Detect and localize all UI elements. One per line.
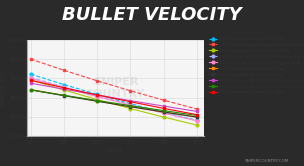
Text: SNIPERCOUNTRY.COM: SNIPERCOUNTRY.COM: [244, 159, 289, 163]
Y-axis label: Velocity (ft/s): Velocity (ft/s): [2, 70, 6, 106]
Text: BULLET VELOCITY: BULLET VELOCITY: [62, 6, 242, 24]
Legend: 243 Winchester Super-X PP 100gr, 243 Hornady Superformance Varmint 6 5mm 85gr, 2: 243 Winchester Super-X PP 100gr, 243 Hor…: [209, 37, 304, 94]
X-axis label: Yards: Yards: [107, 148, 124, 153]
Text: SNIPER
COUNTRY: SNIPER COUNTRY: [86, 77, 145, 99]
